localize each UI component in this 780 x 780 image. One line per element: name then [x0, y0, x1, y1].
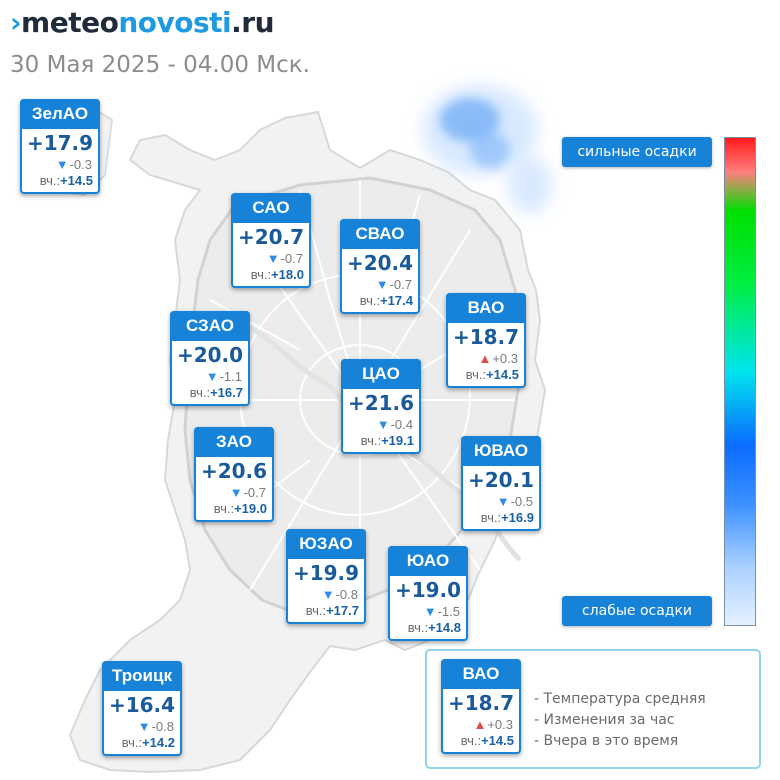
- hourly-change: -0.7: [389, 277, 412, 292]
- district-card-zao: ЗАО +20.6 ▼-0.7 вч.:+19.0: [194, 427, 274, 522]
- yesterday-label: вч.:: [360, 433, 382, 448]
- yesterday-temperature: +16.9: [501, 510, 534, 525]
- trend-up-icon: ▲: [473, 717, 487, 732]
- district-temperature: +18.7: [452, 325, 520, 349]
- district-card-yuao: ЮАО +19.0 ▼-1.5 вч.:+14.8: [388, 546, 468, 641]
- district-card-sao: САО +20.7 ▼-0.7 вч.:+18.0: [231, 193, 311, 288]
- trend-down-icon: ▼: [55, 157, 69, 172]
- district-temperature: +16.4: [108, 693, 176, 717]
- logo-novosti: novosti: [118, 6, 232, 39]
- yesterday-label: вч.:: [480, 510, 502, 525]
- yesterday-temperature: +14.8: [428, 620, 461, 635]
- district-card-zelao: ЗелАО +17.9 ▼-0.3 вч.:+14.5: [20, 99, 100, 194]
- logo-mark-icon: ›: [10, 6, 22, 39]
- trend-down-icon: ▼: [137, 719, 151, 734]
- trend-down-icon: ▼: [321, 587, 335, 602]
- yesterday-temperature: +17.7: [326, 603, 359, 618]
- precipitation-cloud: [422, 85, 552, 213]
- yesterday-temperature: +19.0: [234, 501, 267, 516]
- district-name: СЗАО: [170, 311, 250, 341]
- district-card-yuzao: ЮЗАО +19.9 ▼-0.8 вч.:+17.7: [286, 529, 366, 624]
- yesterday-temperature: +14.5: [481, 733, 514, 748]
- district-card-vao: ВАО +18.7 ▲+0.3 вч.:+14.5: [446, 293, 526, 388]
- yesterday-label: вч.:: [465, 367, 487, 382]
- logo-meteo: meteo: [21, 6, 119, 39]
- yesterday-temperature: +19.1: [381, 433, 414, 448]
- district-temperature: +20.0: [176, 343, 244, 367]
- legend-line-yesterday: - Вчера в это время: [534, 733, 679, 749]
- yesterday-label: вч.:: [213, 501, 235, 516]
- hourly-change: +0.3: [487, 717, 513, 732]
- strong-precip-label: сильные осадки: [562, 137, 712, 167]
- hourly-change: -0.7: [243, 485, 266, 500]
- district-temperature: +20.6: [200, 459, 268, 483]
- legend-line-change: - Изменения за час: [534, 712, 675, 728]
- hourly-change: +0.3: [492, 351, 518, 366]
- hourly-change: -0.4: [390, 417, 413, 432]
- hourly-change: -0.8: [335, 587, 358, 602]
- district-temperature: +19.9: [292, 561, 360, 585]
- yesterday-temperature: +14.2: [142, 735, 175, 750]
- district-name: ЦАО: [341, 359, 421, 389]
- district-card-svao: СВАО +20.4 ▼-0.7 вч.:+17.4: [340, 219, 420, 314]
- yesterday-label: вч.:: [189, 385, 211, 400]
- logo-domain: .ru: [231, 6, 275, 39]
- district-name: ЮВАО: [461, 436, 541, 466]
- district-name: ВАО: [441, 659, 521, 689]
- precipitation-color-scale: [724, 137, 756, 626]
- hourly-change: -0.8: [151, 719, 174, 734]
- district-name: СВАО: [340, 219, 420, 249]
- yesterday-temperature: +17.4: [380, 293, 413, 308]
- legend-line-temperature: - Температура средняя: [534, 691, 706, 707]
- weak-precip-label: слабые осадки: [562, 596, 712, 626]
- district-temperature: +21.6: [347, 391, 415, 415]
- trend-down-icon: ▼: [496, 494, 510, 509]
- yesterday-label: вч.:: [39, 173, 61, 188]
- yesterday-label: вч.:: [359, 293, 381, 308]
- yesterday-temperature: +14.5: [486, 367, 519, 382]
- district-temperature: +19.0: [394, 578, 462, 602]
- yesterday-temperature: +16.7: [210, 385, 243, 400]
- legend-sample-card: ВАО +18.7 ▲+0.3 вч.:+14.5: [441, 659, 521, 754]
- district-name: ЗелАО: [20, 99, 100, 129]
- yesterday-temperature: +18.0: [271, 267, 304, 282]
- district-card-szao: СЗАО +20.0 ▼-1.1 вч.:+16.7: [170, 311, 250, 406]
- district-card-troitsk: Троицк +16.4 ▼-0.8 вч.:+14.2: [102, 661, 182, 756]
- district-name: Троицк: [102, 661, 182, 691]
- hourly-change: -1.5: [437, 604, 460, 619]
- district-name: САО: [231, 193, 311, 223]
- logo[interactable]: ›meteonovosti.ru: [10, 6, 275, 42]
- yesterday-label: вч.:: [250, 267, 272, 282]
- district-temperature: +17.9: [26, 131, 94, 155]
- district-name: ВАО: [446, 293, 526, 323]
- hourly-change: -0.5: [510, 494, 533, 509]
- hourly-change: -1.1: [219, 369, 242, 384]
- district-name: ЮЗАО: [286, 529, 366, 559]
- district-name: ЮАО: [388, 546, 468, 576]
- trend-up-icon: ▲: [478, 351, 492, 366]
- yesterday-label: вч.:: [407, 620, 429, 635]
- trend-down-icon: ▼: [423, 604, 437, 619]
- trend-down-icon: ▼: [229, 485, 243, 500]
- trend-down-icon: ▼: [266, 251, 280, 266]
- yesterday-label: вч.:: [460, 733, 482, 748]
- district-name: ЗАО: [194, 427, 274, 457]
- hourly-change: -0.3: [69, 157, 92, 172]
- district-temperature: +20.1: [467, 468, 535, 492]
- district-card-cao: ЦАО +21.6 ▼-0.4 вч.:+19.1: [341, 359, 421, 454]
- forecast-date: 30 Мая 2025 - 04.00 Мск.: [10, 52, 310, 78]
- hourly-change: -0.7: [280, 251, 303, 266]
- district-temperature: +20.4: [346, 251, 414, 275]
- trend-down-icon: ▼: [375, 277, 389, 292]
- district-temperature: +20.7: [237, 225, 305, 249]
- yesterday-label: вч.:: [305, 603, 327, 618]
- yesterday-temperature: +14.5: [60, 173, 93, 188]
- district-temperature: +18.7: [447, 691, 515, 715]
- yesterday-label: вч.:: [121, 735, 143, 750]
- trend-down-icon: ▼: [205, 369, 219, 384]
- district-card-yuvao: ЮВАО +20.1 ▼-0.5 вч.:+16.9: [461, 436, 541, 531]
- trend-down-icon: ▼: [376, 417, 390, 432]
